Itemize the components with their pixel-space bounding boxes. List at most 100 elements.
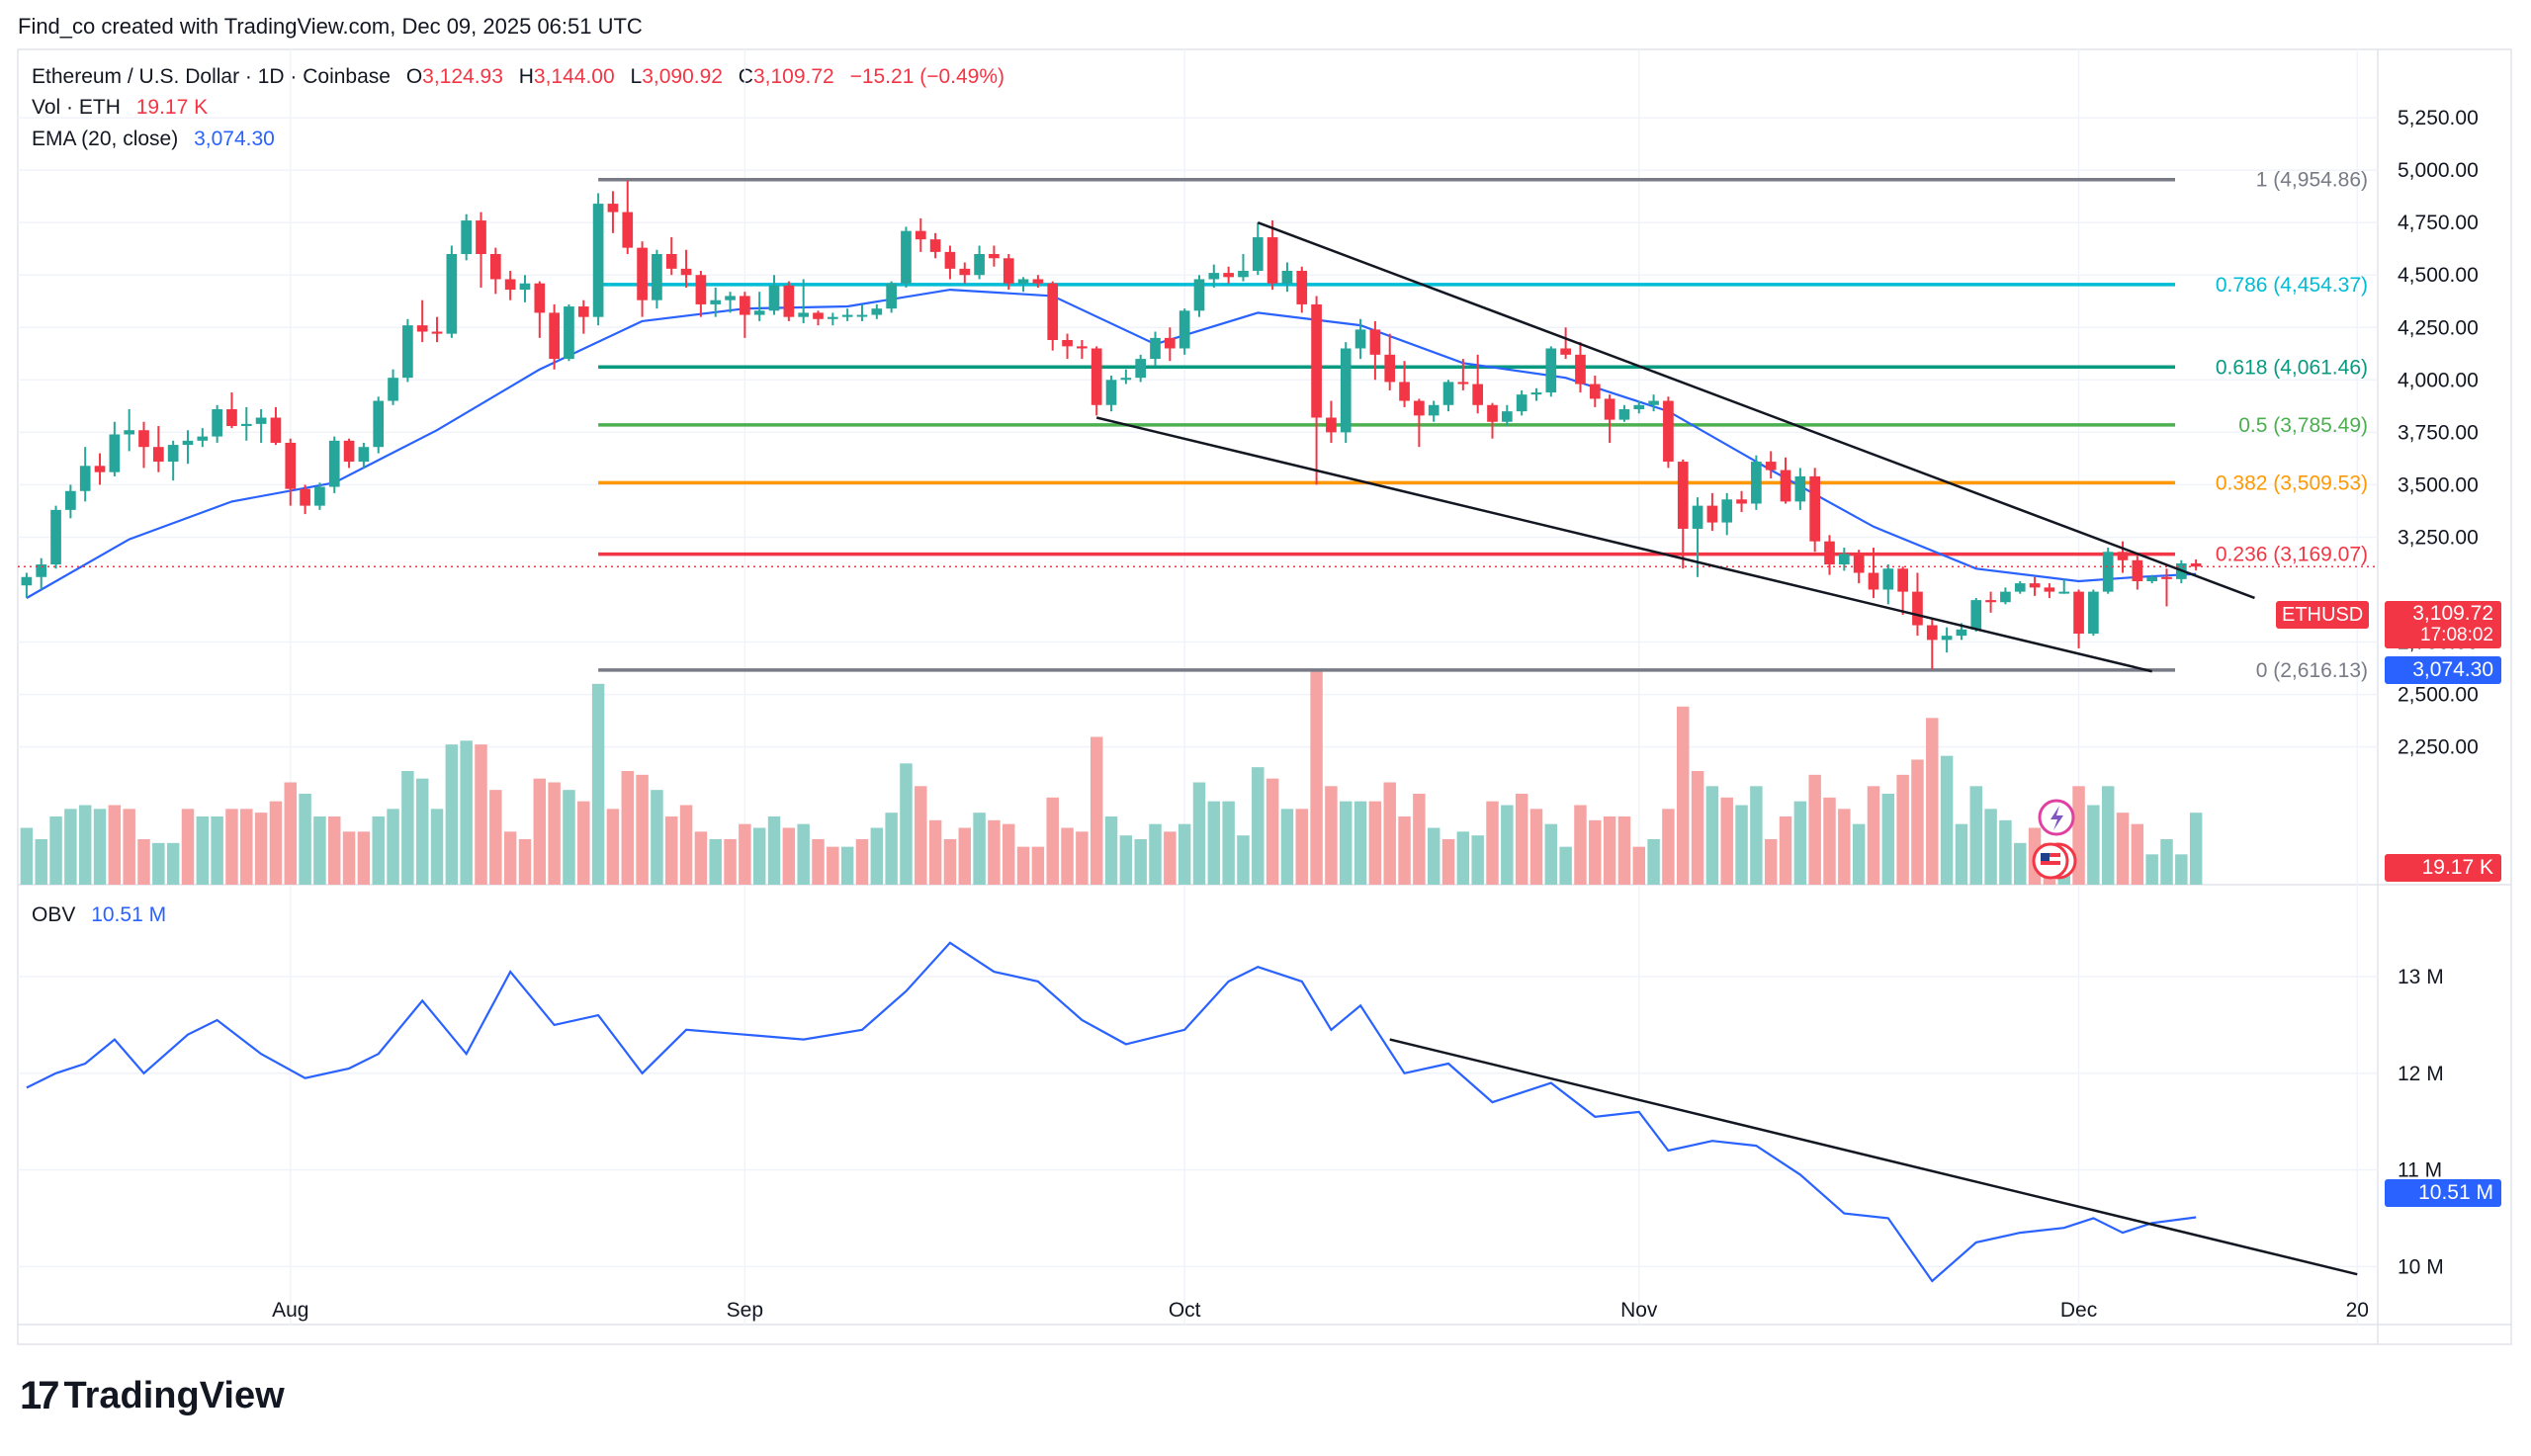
volume-bar <box>1823 797 1836 885</box>
candle-body <box>1970 600 1982 630</box>
volume-bar <box>694 831 708 885</box>
volume-bar <box>2189 813 2203 885</box>
candle-body <box>1663 400 1674 463</box>
candle-body <box>1618 409 1630 420</box>
candle-body <box>2000 591 2011 603</box>
candle-body <box>1794 475 1806 502</box>
candle-body <box>710 300 722 304</box>
fib-level-label: 0.618 (4,061.46) <box>2216 356 2368 379</box>
volume-bar <box>460 740 473 885</box>
volume-bar <box>1940 755 1954 885</box>
price-tick-label: 4,750.00 <box>2398 212 2479 234</box>
obv-tick-label: 11 M <box>2398 1159 2442 1182</box>
candle-body <box>1721 499 1733 523</box>
tradingview-mark-icon: 17 <box>20 1374 59 1417</box>
candle-body <box>1077 346 1088 349</box>
candle-body <box>592 204 604 317</box>
candle-body <box>1062 339 1073 347</box>
candle-body <box>1604 398 1615 420</box>
candle-body <box>197 436 209 441</box>
candle-body <box>1120 378 1132 381</box>
volume-bar <box>35 839 47 885</box>
candle-body <box>1912 591 1923 626</box>
volume-bar <box>928 819 942 885</box>
volume-bar <box>211 816 223 885</box>
candle-body <box>240 423 252 426</box>
volume-bar <box>137 839 150 885</box>
candle-body <box>1545 348 1557 393</box>
volume-bar <box>1589 819 1602 885</box>
candle-body <box>300 488 310 506</box>
volume-bar <box>503 831 517 885</box>
volume-bar <box>840 846 854 885</box>
candle-body <box>65 490 76 510</box>
volume-bar <box>797 823 810 885</box>
candle-body <box>36 564 47 577</box>
volume-bar <box>1808 774 1821 885</box>
tradingview-wordmark: TradingView <box>63 1375 285 1416</box>
volume-bar <box>1999 819 2012 885</box>
candle-body <box>564 306 574 360</box>
candle-body <box>622 212 634 248</box>
volume-bar <box>2116 813 2130 885</box>
volume-bar <box>1969 786 1982 885</box>
candle-body <box>402 325 413 379</box>
candle-body <box>1516 394 1527 412</box>
ema-legend: EMA (20, close) 3,074.30 <box>32 128 285 151</box>
volume-legend: Vol · ETH 19.17 K <box>32 96 218 120</box>
candle-body <box>1956 629 1967 637</box>
candle-body <box>1442 382 1454 405</box>
volume-bar <box>1016 846 1030 885</box>
candle-body <box>212 409 222 437</box>
time-tick-label: Dec <box>2060 1299 2097 1322</box>
candle-body <box>109 434 121 472</box>
candle-body <box>1575 354 1586 385</box>
candle-body <box>534 283 546 313</box>
tradingview-logo[interactable]: 17 TradingView <box>20 1374 285 1418</box>
candle-body <box>841 314 853 317</box>
candle-body <box>1487 404 1498 422</box>
volume-bar <box>299 794 311 885</box>
volume-bar <box>827 846 839 885</box>
obv-price-tag: 10.51 M <box>2385 1179 2501 1207</box>
volume-bar <box>225 809 238 885</box>
volume-bar <box>1544 823 1558 885</box>
news-icons[interactable] <box>2029 796 2080 886</box>
volume-bar <box>1295 809 1308 885</box>
price-tick-label: 3,250.00 <box>2398 526 2479 549</box>
candle-body <box>1897 568 1908 592</box>
volume-bar <box>1237 835 1250 885</box>
candle-body <box>886 283 897 309</box>
candle-body <box>813 312 824 319</box>
volume-bar <box>1090 736 1103 885</box>
volume-bar <box>1720 797 1733 885</box>
volume-bar <box>724 839 737 885</box>
volume-bar <box>900 763 913 885</box>
candle-body <box>1164 337 1176 349</box>
candle-body <box>1457 382 1469 385</box>
price-tick-label: 4,500.00 <box>2398 264 2479 287</box>
candle-body <box>2058 591 2070 594</box>
event-flags-icon[interactable] <box>2029 796 2080 881</box>
volume-bar <box>1838 809 1851 885</box>
volume-bar <box>1779 816 1792 885</box>
last-price-tag: 3,109.72 17:08:02 <box>2385 601 2501 648</box>
candle-body <box>1868 572 1879 590</box>
volume-bar <box>1867 786 1880 885</box>
candle-body <box>974 254 985 276</box>
candle-body <box>944 251 956 269</box>
candle-body <box>1003 258 1014 284</box>
volume-bar <box>1691 771 1704 885</box>
candle-body <box>2117 552 2129 560</box>
volume-bar <box>548 782 561 885</box>
volume-bar <box>123 809 135 885</box>
candle-body <box>725 296 736 300</box>
volume-bar <box>885 813 898 885</box>
candle-body <box>1501 411 1513 422</box>
obv-tick-label: 13 M <box>2398 966 2444 988</box>
volume-bar <box>2101 786 2115 885</box>
volume-bar <box>1559 846 1572 885</box>
candle-body <box>343 440 355 463</box>
volume-bar <box>812 839 825 885</box>
